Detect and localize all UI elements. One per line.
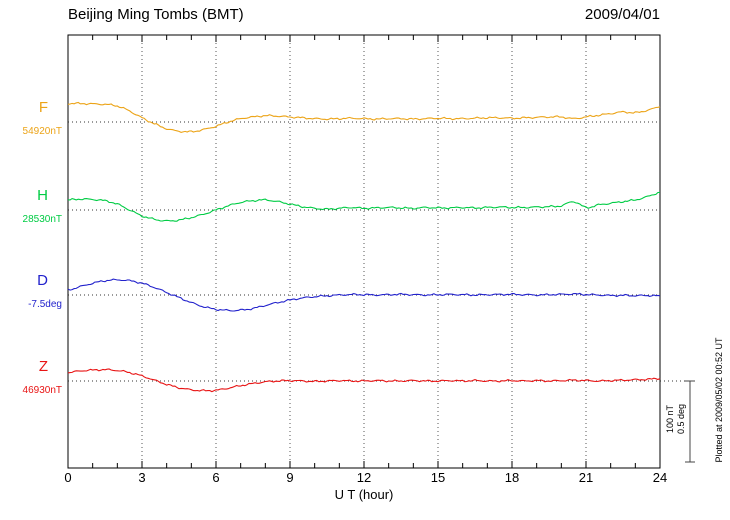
trace-H xyxy=(67,191,661,222)
x-tick-label-0: 0 xyxy=(64,470,71,485)
x-tick-label-18: 18 xyxy=(505,470,519,485)
x-tick-label-9: 9 xyxy=(286,470,293,485)
series-baseline-value-D: -7.5deg xyxy=(28,299,62,310)
series-letter-F: F xyxy=(38,99,48,116)
series-baseline-value-F: 54920nT xyxy=(22,126,62,137)
x-tick-label-24: 24 xyxy=(653,470,667,485)
scale-bar-label: 100 nT 0.5 deg xyxy=(665,389,687,449)
series-letter-D: D xyxy=(37,272,48,289)
x-tick-label-6: 6 xyxy=(212,470,219,485)
plot-footnote: Plotted at 2009/05/02 00:52 UT xyxy=(714,337,724,463)
trace-D xyxy=(67,278,661,312)
x-tick-label-12: 12 xyxy=(357,470,371,485)
chart-date: 2009/04/01 xyxy=(584,6,660,23)
series-letter-H: H xyxy=(37,187,48,204)
series-baseline-value-H: 28530nT xyxy=(22,214,62,225)
x-tick-label-21: 21 xyxy=(579,470,593,485)
series-letter-Z: Z xyxy=(38,358,48,375)
x-tick-label-15: 15 xyxy=(431,470,445,485)
plot-border xyxy=(67,34,661,469)
scale-bar-label-nt: 100 nT xyxy=(665,404,675,434)
x-tick-label-3: 3 xyxy=(138,470,145,485)
x-axis-label: U T (hour) xyxy=(334,487,394,502)
trace-Z xyxy=(67,368,661,393)
chart-title: Beijing Ming Tombs (BMT) xyxy=(68,6,244,23)
scale-bar-label-deg: 0.5 deg xyxy=(676,403,686,435)
series-baseline-value-Z: 46930nT xyxy=(22,385,62,396)
trace-F xyxy=(67,101,661,133)
